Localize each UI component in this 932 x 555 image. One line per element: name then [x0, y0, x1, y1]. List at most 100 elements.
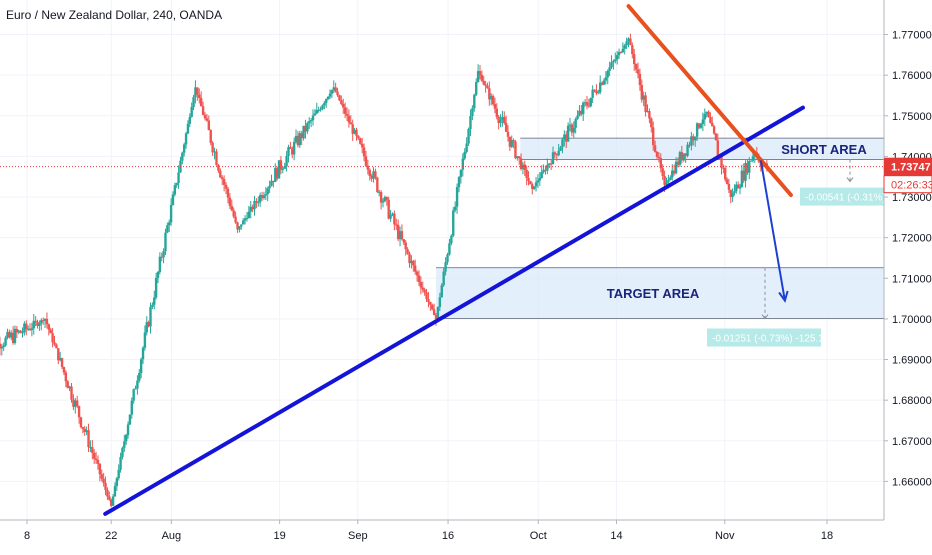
candle-body — [25, 323, 28, 330]
candle-body — [171, 194, 175, 205]
candle-body — [81, 427, 85, 429]
candle-body — [738, 186, 742, 189]
candle-body — [345, 113, 349, 116]
candle-body — [623, 45, 626, 49]
candle-body — [379, 191, 383, 203]
candle-body — [145, 322, 148, 333]
candle-body — [275, 168, 279, 179]
candle-body — [104, 482, 107, 491]
y-tick-label: 1.72000 — [892, 233, 932, 245]
candle-body — [113, 486, 117, 497]
candle-body — [555, 153, 558, 156]
candle-body — [128, 414, 132, 425]
candle-body — [58, 358, 62, 361]
candle-body — [11, 332, 15, 343]
candle-body — [268, 185, 271, 189]
candle-body — [720, 156, 723, 168]
candle-body — [598, 82, 602, 93]
candle-body — [60, 358, 64, 368]
candle-body — [336, 91, 339, 96]
candle-body — [338, 95, 341, 101]
candle-body — [92, 452, 96, 459]
candle-body — [508, 136, 512, 147]
candle-body — [425, 292, 428, 299]
candle-body — [68, 386, 71, 389]
candle-body — [440, 285, 443, 298]
candle-body — [72, 399, 75, 407]
candle-body — [583, 102, 587, 104]
candle-body — [692, 136, 695, 141]
candle-body — [119, 457, 122, 470]
candle-body — [748, 160, 751, 173]
candle-body — [412, 260, 415, 266]
candle-body — [740, 170, 744, 187]
candle-body — [264, 194, 268, 196]
candle-body — [177, 172, 180, 184]
candle-body — [523, 164, 526, 170]
candle-body — [606, 70, 609, 78]
candle-body — [169, 204, 173, 223]
candle-body — [221, 177, 224, 180]
candle-body — [482, 80, 485, 85]
candle-body — [438, 297, 442, 308]
candle-body — [168, 222, 171, 226]
candle-body — [306, 123, 309, 132]
candle-body — [516, 156, 519, 159]
candle-body — [510, 140, 513, 147]
candle-body — [631, 45, 634, 55]
candle-body — [355, 129, 358, 136]
candle-body — [77, 406, 81, 418]
candle-body — [615, 55, 619, 60]
candle-body — [703, 113, 706, 120]
candle-body — [240, 224, 243, 227]
candle-body — [106, 490, 109, 497]
candle-body — [181, 152, 184, 161]
candle-body — [332, 87, 335, 91]
candle-body — [455, 187, 459, 207]
candle-body — [389, 214, 392, 219]
candle-body — [711, 122, 714, 127]
candle-body — [156, 271, 160, 278]
candle-body — [519, 158, 523, 169]
candle-body — [6, 331, 9, 338]
candle-body — [249, 206, 252, 212]
candle-body — [459, 169, 463, 178]
candle-body — [527, 178, 530, 182]
candle-body — [448, 243, 451, 255]
candle-body — [190, 107, 193, 117]
candle-body — [688, 144, 691, 146]
short-area-zone — [520, 138, 884, 160]
candle-body — [644, 95, 647, 112]
candle-body — [669, 177, 672, 180]
candle-body — [294, 135, 298, 142]
candle-body — [370, 176, 373, 179]
x-tick-label: 14 — [610, 530, 622, 542]
candle-body — [162, 251, 165, 258]
candle-body — [421, 287, 424, 290]
resistance-trendline — [626, 4, 793, 197]
candle-body — [731, 192, 734, 198]
candle-body — [597, 92, 600, 94]
candle-body — [436, 307, 440, 319]
candle-body — [326, 96, 330, 100]
candle-body — [4, 337, 7, 346]
candle-body — [742, 170, 745, 181]
projection-arrowhead — [778, 290, 789, 303]
candle-body — [551, 152, 555, 165]
y-tick-label: 1.73000 — [892, 192, 932, 204]
current-price-tag — [884, 157, 932, 176]
candle-body — [529, 181, 532, 185]
candle-body — [108, 496, 111, 500]
y-tick-label: 1.67000 — [892, 436, 932, 448]
candle-body — [126, 424, 130, 435]
y-tick-label: 1.75000 — [892, 111, 932, 123]
candle-body — [532, 186, 536, 189]
candle-body — [203, 114, 207, 119]
candle-body — [406, 249, 409, 254]
candle-body — [546, 164, 549, 171]
candle-body — [111, 496, 115, 506]
x-tick-label: Oct — [530, 530, 547, 542]
candle-body — [45, 318, 49, 325]
